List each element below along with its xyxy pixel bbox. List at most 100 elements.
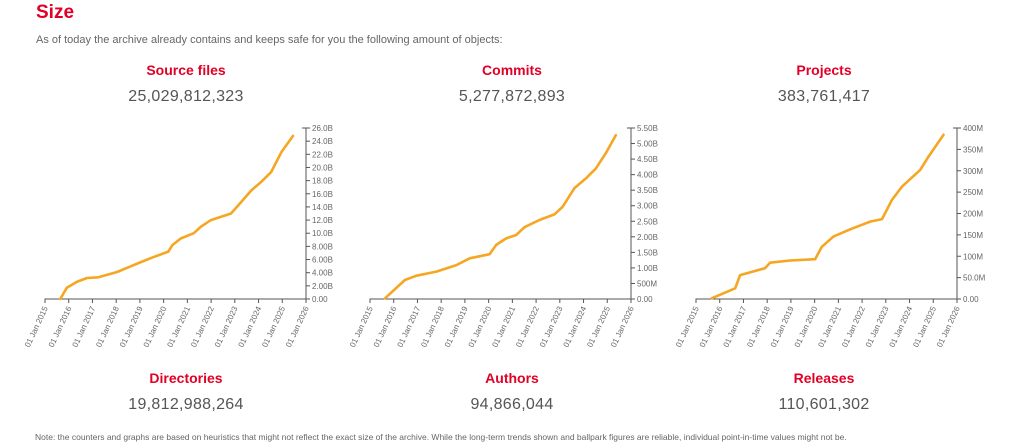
x-tick-label: 01 Jan 2018 [94,305,121,349]
counter-label: Directories [149,370,223,386]
x-tick-label: 01 Jan 2015 [674,305,701,349]
x-tick-label: 01 Jan 2018 [745,305,772,349]
y-tick-label: 24.0B [312,137,333,146]
x-tick-label: 01 Jan 2016 [698,305,725,349]
x-tick-label: 01 Jan 2024 [562,305,589,349]
series-line [58,134,295,301]
y-axis-line [953,127,958,300]
y-tick-label: 4.00B [637,171,658,180]
y-tick-label: 16.0B [312,190,333,199]
y-tick-label: 1.00B [637,264,658,273]
x-tick-label: 01 Jan 2015 [348,305,375,349]
x-tick-label: 01 Jan 2020 [467,305,494,349]
counter-value: 5,277,872,893 [458,88,566,105]
y-tick-label: 2.00B [312,282,333,291]
counter-commits: Commits 5,277,872,893 [362,62,662,106]
counter-label: Authors [485,370,539,386]
counter-value: 19,812,988,264 [128,396,244,413]
x-tick-label: 01 Jan 2021 [816,305,843,349]
y-tick-label: 4.50B [637,155,658,164]
y-tick-label: 26.0B [312,124,333,133]
x-tick-label: 01 Jan 2021 [490,305,517,349]
x-tick-label: 01 Jan 2026 [935,305,962,349]
x-tick-label: 01 Jan 2022 [840,305,867,349]
y-tick-label: 6.00B [312,256,333,265]
x-tick-label: 01 Jan 2025 [911,305,938,349]
x-tick-label: 01 Jan 2021 [165,305,192,349]
counter-source-files: Source files 25,029,812,323 [36,62,336,106]
y-tick-label: 2.50B [637,217,658,226]
y-tick-label: 50.0M [963,274,986,283]
counter-label: Source files [146,62,226,78]
y-tick-label: 400M [963,124,983,133]
x-axis-line [369,298,632,303]
y-tick-label: 0.00 [963,295,979,304]
disclaimer-note: Note: the counters and graphs are based … [35,432,847,442]
x-tick-label: 01 Jan 2020 [793,305,820,349]
counter-value: 94,866,044 [470,396,554,413]
y-tick-label: 2.00B [637,233,658,242]
y-tick-label: 350M [963,145,983,154]
x-tick-label: 01 Jan 2025 [260,305,287,349]
x-tick-label: 01 Jan 2025 [585,305,612,349]
y-tick-label: 5.50B [637,124,658,133]
y-tick-label: 300M [963,167,983,176]
y-tick-label: 3.50B [637,186,658,195]
counter-directories: Directories 19,812,988,264 [36,370,336,414]
y-axis: 0.00 500M 1.00B 1.50B 2.00B 2.50B 3.00B 3.50B 4.… [627,124,658,304]
x-tick-label: 01 Jan 2016 [372,305,399,349]
x-tick-label: 01 Jan 2019 [769,305,796,349]
section-title: Size [36,2,75,23]
x-tick-label: 01 Jan 2015 [23,305,50,349]
counter-authors: Authors 94,866,044 [362,370,662,414]
x-tick-label: 01 Jan 2022 [514,305,541,349]
counter-label: Commits [482,62,542,78]
counter-projects: Projects 383,761,417 [674,62,974,106]
section-intro: As of today the archive already contains… [36,34,503,46]
x-tick-label: 01 Jan 2019 [118,305,145,349]
y-tick-label: 1.50B [637,248,658,257]
x-tick-label: 01 Jan 2017 [70,305,97,349]
x-tick-label: 01 Jan 2023 [538,305,565,349]
counter-releases: Releases 110,601,302 [674,370,974,414]
x-tick-label: 01 Jan 2026 [609,305,636,349]
counter-value: 25,029,812,323 [128,88,244,105]
x-tick-label: 01 Jan 2016 [47,305,74,349]
x-tick-label: 01 Jan 2020 [142,305,169,349]
series-line [710,133,945,300]
y-tick-label: 0.00 [637,295,653,304]
y-tick-label: 200M [963,210,983,219]
y-tick-label: 3.00B [637,202,658,211]
y-tick-label: 10.0B [312,229,333,238]
x-tick-label: 01 Jan 2023 [213,305,240,349]
x-tick-label: 01 Jan 2024 [888,305,915,349]
x-tick-label: 01 Jan 2019 [443,305,470,349]
y-tick-label: 5.00B [637,140,658,149]
y-tick-label: 20.0B [312,163,333,172]
counter-label: Releases [793,370,855,386]
series-line [383,133,618,300]
y-tick-label: 22.0B [312,150,333,159]
y-tick-label: 4.00B [312,269,333,278]
y-tick-label: 150M [963,231,983,240]
x-tick-label: 01 Jan 2018 [419,305,446,349]
y-tick-label: 12.0B [312,216,333,225]
y-tick-label: 18.0B [312,177,333,186]
x-tick-label: 01 Jan 2026 [284,305,311,349]
counter-label: Projects [796,62,852,78]
y-tick-label: 0.00 [312,295,328,304]
x-axis-line [44,298,307,303]
y-tick-label: 250M [963,188,983,197]
x-tick-label: 01 Jan 2023 [864,305,891,349]
y-axis-line [302,127,307,300]
y-axis: 0.00 50.0M 100M 150M 200M 250M 300M 350M 400M [953,124,986,304]
y-axis: 0.00 2.00B 4.00B 6.00B 8.00B 10.0B 12.0B 14.0B 1… [302,124,333,304]
y-axis-line [627,127,632,300]
y-tick-label: 500M [637,279,657,288]
